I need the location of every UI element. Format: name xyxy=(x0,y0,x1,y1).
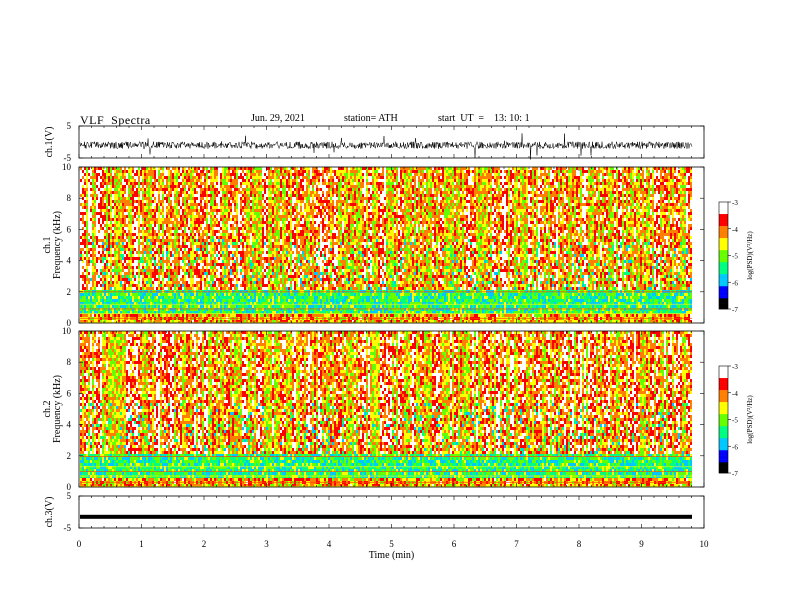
colorbar-label-1: log(PSD)(V²/Hz) xyxy=(746,231,754,280)
waveform-ch1 xyxy=(80,133,692,159)
colorbar-tick-1-4: -7 xyxy=(732,306,738,314)
xtick-label-2: 2 xyxy=(202,539,207,549)
xtick-label-4: 4 xyxy=(327,539,332,549)
waveform-ch3-line xyxy=(80,515,692,519)
colorbar-label-2: log(PSD)(V²/Hz) xyxy=(746,395,754,444)
colorbar-tick-2-2: -5 xyxy=(732,417,738,425)
colorbar-tick-1-2: -5 xyxy=(732,253,738,261)
ylabel-frequency-1: Frequency (kHz) xyxy=(52,211,63,279)
ytick-label-2-5: 10 xyxy=(62,162,72,172)
ytick-label-3-3: 6 xyxy=(67,388,72,398)
spectrogram-ch2 xyxy=(80,331,692,487)
ylabel-frequency-2: Frequency (kHz) xyxy=(52,375,63,443)
colorbar-tick-2-4: -7 xyxy=(732,470,738,478)
colorbar-tick-2-1: -4 xyxy=(732,390,738,398)
spectrogram-ch1 xyxy=(80,167,692,323)
colorbar-2 xyxy=(719,366,731,473)
xtick-label-1: 1 xyxy=(139,539,144,549)
ylabel-voltage-0: ch.1(V) xyxy=(44,127,55,158)
ytick-label-2-2: 4 xyxy=(67,256,72,266)
colorbar-tick-2-3: -6 xyxy=(732,443,738,451)
ytick-label-3-1: 2 xyxy=(67,451,72,461)
xtick-label-10: 10 xyxy=(700,539,710,549)
ytick-label-1-0: 5 xyxy=(67,121,72,131)
colorbar-tick-1-1: -4 xyxy=(732,226,738,234)
ytick-label-2-3: 6 xyxy=(67,224,72,234)
ytick-label-4-1: -5 xyxy=(64,523,72,533)
xtick-label-7: 7 xyxy=(514,539,519,549)
colorbar-1 xyxy=(719,202,731,309)
waveform-ch1-line xyxy=(80,133,692,159)
xtick-label-5: 5 xyxy=(389,539,394,549)
ytick-label-2-4: 8 xyxy=(67,193,72,203)
ytick-label-3-2: 4 xyxy=(67,420,72,430)
colorbar-tick-1-0: -3 xyxy=(732,199,738,207)
xtick-label-8: 8 xyxy=(577,539,582,549)
ytick-label-3-5: 10 xyxy=(62,326,72,336)
xlabel-time: Time (min) xyxy=(369,550,414,561)
ytick-label-2-1: 2 xyxy=(67,287,72,297)
xtick-label-3: 3 xyxy=(264,539,269,549)
ytick-label-4-0: 5 xyxy=(67,491,72,501)
xtick-label-9: 9 xyxy=(639,539,644,549)
colorbar-tick-1-3: -6 xyxy=(732,279,738,287)
xtick-label-0: 0 xyxy=(77,539,82,549)
ytick-label-3-4: 8 xyxy=(67,357,72,367)
colorbar-tick-2-0: -3 xyxy=(732,363,738,371)
ylabel-voltage-3: ch.3(V) xyxy=(44,497,55,528)
panel-frame-4 xyxy=(79,496,704,528)
xtick-label-6: 6 xyxy=(452,539,457,549)
